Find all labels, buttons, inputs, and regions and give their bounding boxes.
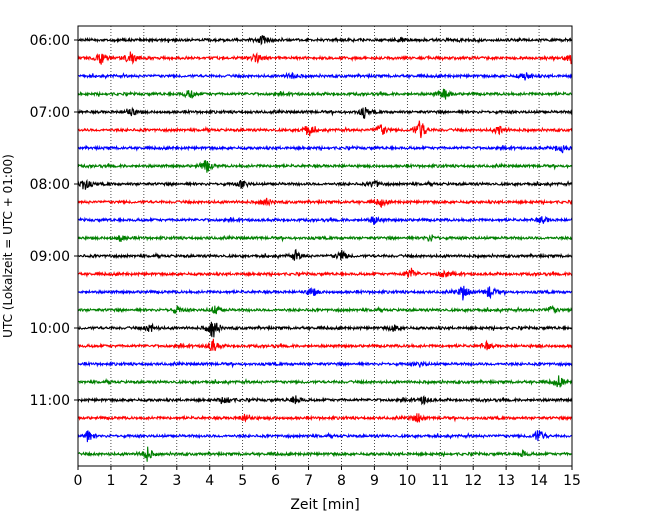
trace-row-1015 [77, 338, 573, 352]
y-tick-label: 09:00 [30, 249, 70, 265]
trace-row-0730 [77, 144, 573, 154]
trace-row-0630 [77, 71, 573, 81]
trace-row-0715 [77, 120, 573, 139]
plot-background [78, 26, 572, 466]
trace-row-0815 [77, 197, 573, 208]
trace-row-0930 [77, 285, 573, 301]
trace-row-1130 [77, 430, 573, 443]
trace-row-0615 [77, 51, 573, 65]
x-tick-label: 6 [271, 473, 280, 489]
y-tick-label: 11:00 [30, 393, 70, 409]
trace-row-1000 [77, 321, 573, 338]
trace-row-1145 [77, 446, 573, 462]
y-tick-label: 07:00 [30, 105, 70, 121]
y-axis-label: UTC (Lokalzeit = UTC + 01:00) [1, 154, 15, 338]
plot-frame [77, 25, 573, 467]
trace-row-0915 [77, 267, 573, 278]
y-tick-label: 10:00 [30, 321, 70, 337]
x-tick-label: 9 [370, 473, 379, 489]
trace-row-0600 [77, 35, 573, 46]
x-tick-label: 5 [238, 473, 247, 489]
trace-row-1030 [77, 360, 573, 369]
y-tick-label: 08:00 [30, 177, 70, 193]
x-axis-ticks: 0 1 2 3 4 5 6 7 8 9 10 11 12 13 14 15 [74, 466, 581, 489]
trace-row-0645 [77, 88, 573, 100]
trace-row-0745 [77, 160, 573, 173]
y-tick-label: 06:00 [30, 33, 70, 49]
grid-lines [110, 26, 540, 466]
x-axis-label: Zeit [min] [290, 497, 359, 513]
trace-row-0830 [77, 215, 573, 226]
x-tick-label: 8 [337, 473, 346, 489]
x-tick-label: 11 [431, 473, 449, 489]
trace-row-0900 [77, 248, 573, 261]
x-tick-label: 14 [530, 473, 548, 489]
x-tick-label: 1 [106, 473, 115, 489]
trace-row-1115 [77, 413, 573, 423]
trace-row-0845 [77, 234, 573, 243]
x-tick-label: 15 [563, 473, 581, 489]
trace-row-0800 [77, 178, 573, 190]
x-tick-label: 4 [205, 473, 214, 489]
trace-row-0700 [77, 106, 573, 119]
x-tick-label: 3 [172, 473, 181, 489]
trace-row-1100 [77, 394, 573, 406]
x-tick-label: 2 [139, 473, 148, 489]
x-tick-label: 12 [464, 473, 482, 489]
trace-row-0945 [77, 304, 573, 315]
y-axis-ticks: 06:00 07:00 08:00 09:00 10:00 11:00 [30, 33, 78, 409]
x-tick-label: 13 [497, 473, 515, 489]
trace-row-1045 [77, 375, 573, 388]
x-tick-label: 7 [304, 473, 313, 489]
trace-group [77, 35, 573, 462]
x-tick-label: 10 [398, 473, 416, 489]
x-tick-label: 0 [74, 473, 83, 489]
